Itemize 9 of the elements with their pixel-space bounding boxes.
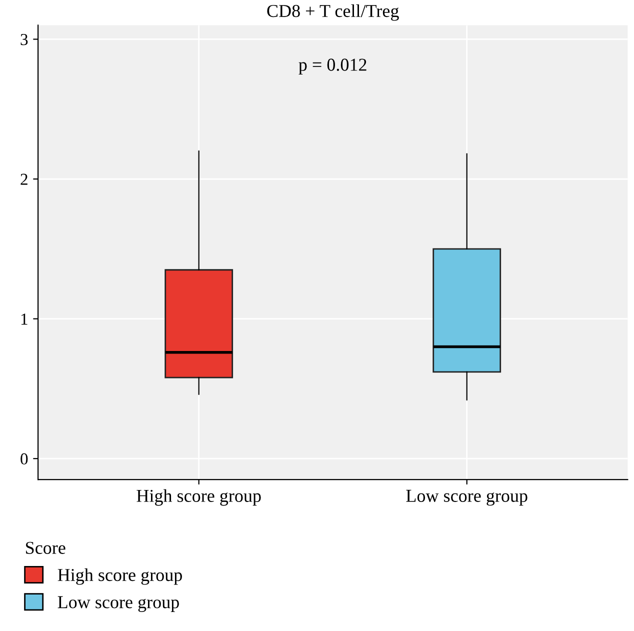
y-tick-label: 3 [20, 34, 28, 46]
annotation: p = 0.012 [298, 58, 366, 75]
y-tick-label: 0 [20, 453, 28, 465]
y-tick-label: 2 [20, 174, 28, 185]
y-tick-label: 1 [21, 314, 28, 325]
legend-label: Low score group [58, 596, 179, 612]
legend-title: Score [26, 542, 66, 554]
chart-title: CD8 + T cell/Treg [267, 4, 399, 21]
legend-label: High score group [58, 568, 182, 585]
